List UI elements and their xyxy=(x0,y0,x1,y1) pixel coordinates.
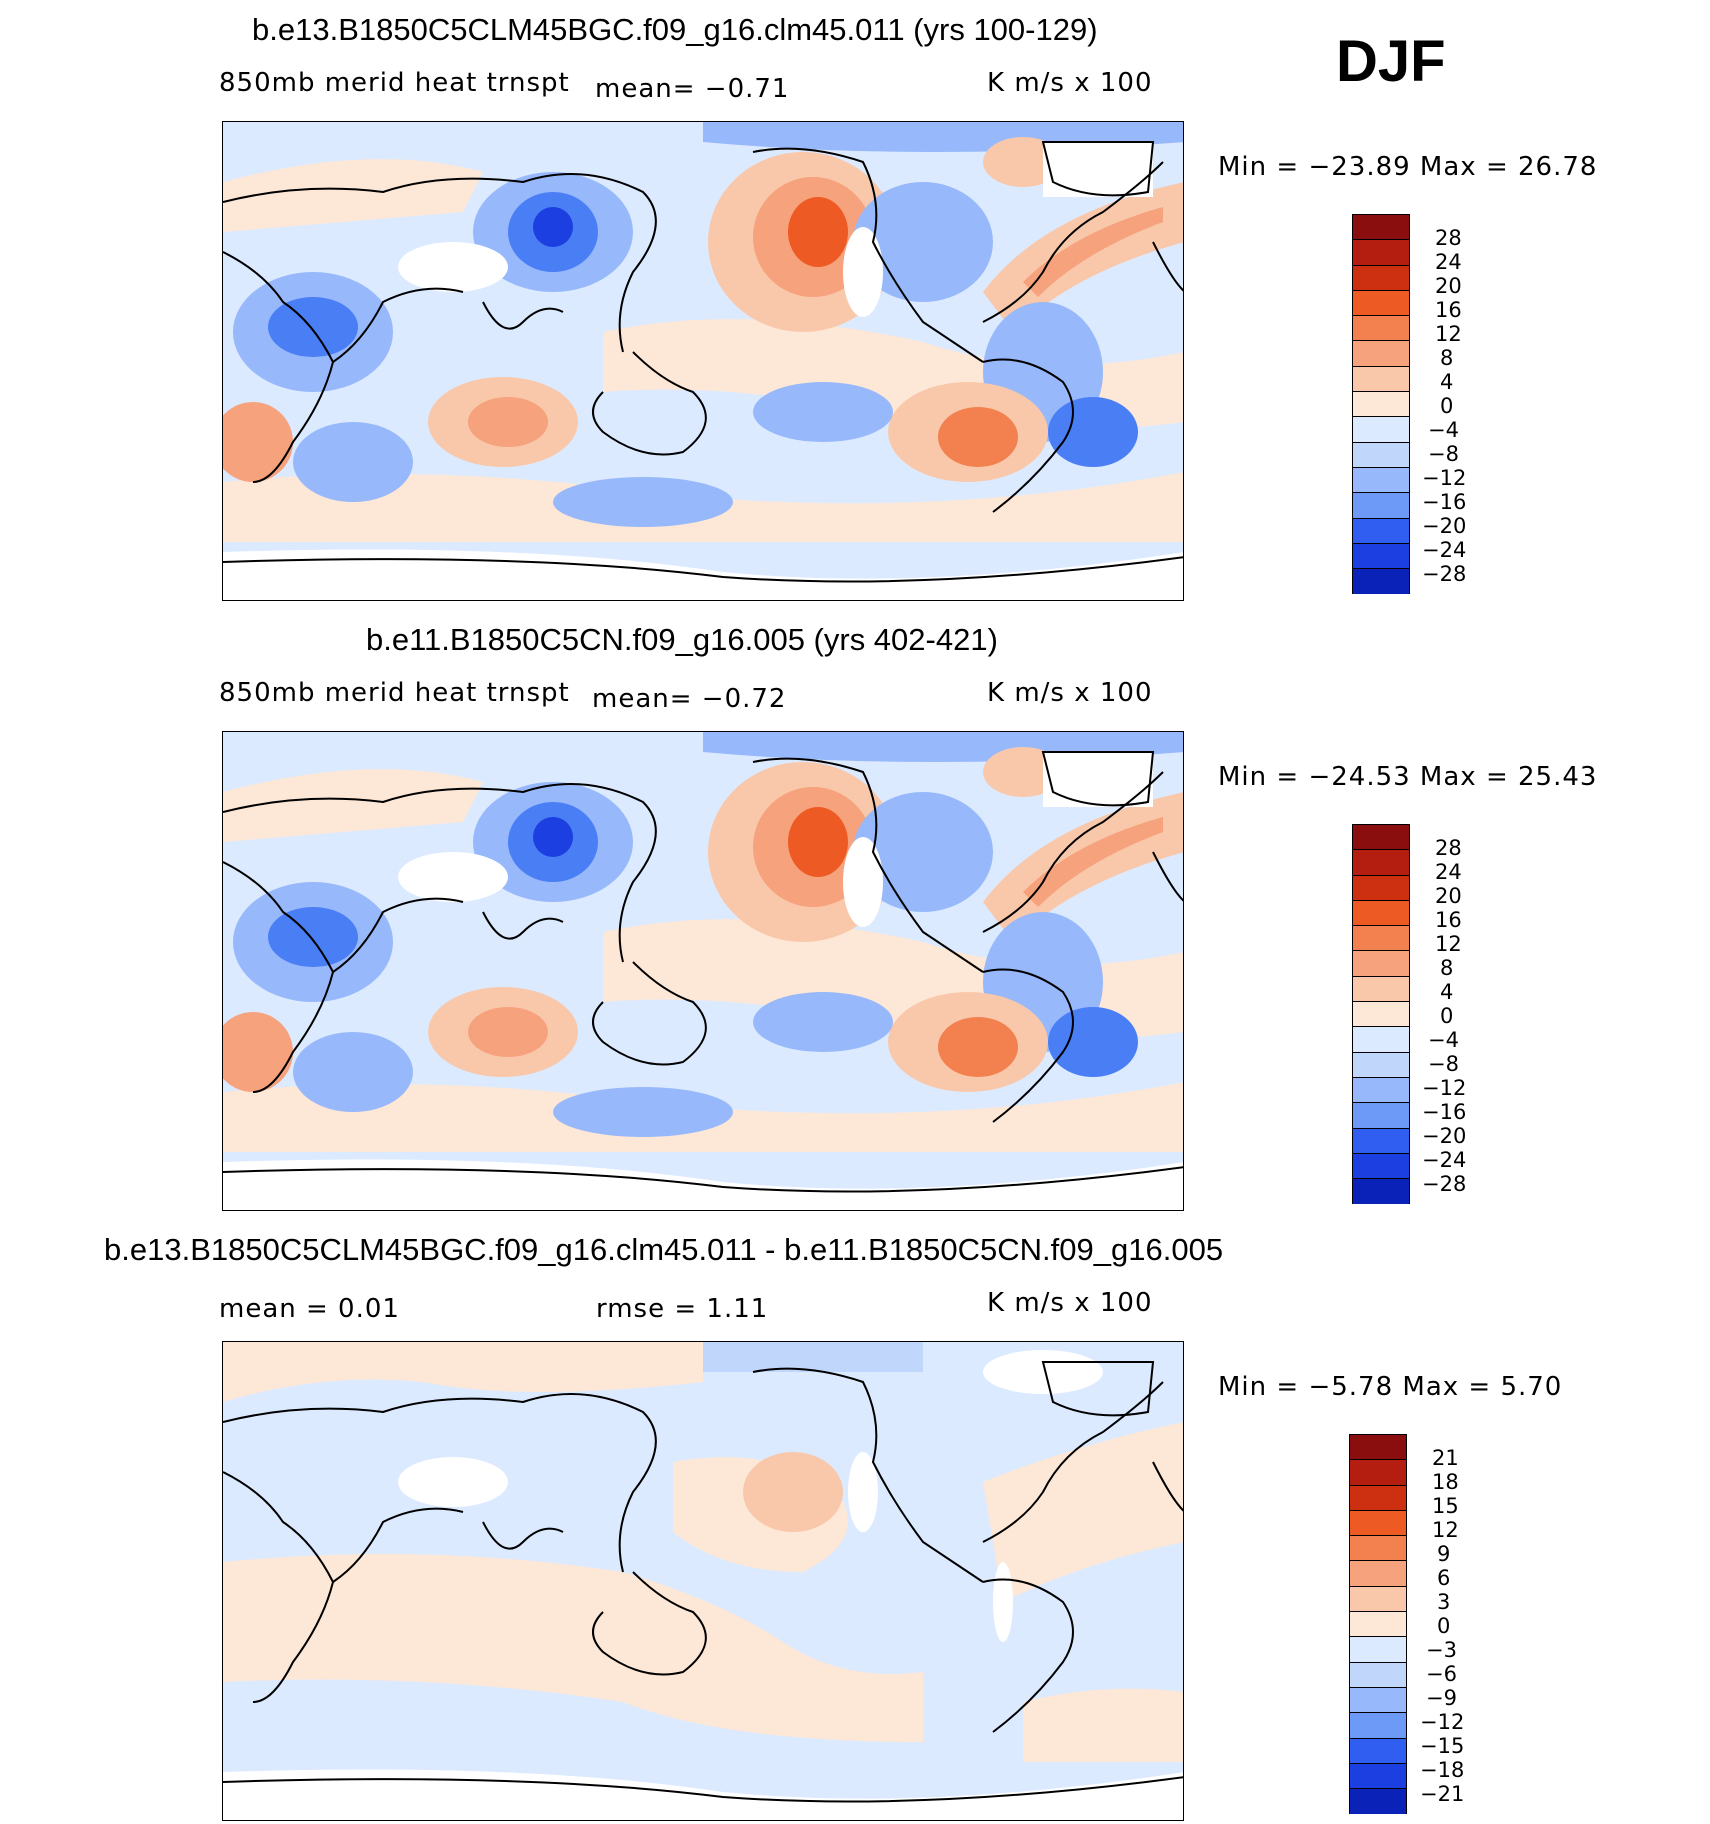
panel-2-level: 24 xyxy=(1435,860,1462,884)
panel-2-level: −20 xyxy=(1422,1124,1467,1148)
panel-2-level: −16 xyxy=(1422,1100,1467,1124)
panel-3-level: −3 xyxy=(1426,1638,1457,1662)
panel-1-title: b.e13.B1850C5CLM45BGC.f09_g16.clm45.011 … xyxy=(252,12,1098,47)
panel-2-level: 20 xyxy=(1435,884,1462,908)
panel-3-level: −9 xyxy=(1426,1686,1457,1710)
panel-2-level: −24 xyxy=(1422,1148,1467,1172)
panel-1-level: −16 xyxy=(1422,490,1467,514)
panel-1-level: 24 xyxy=(1435,250,1462,274)
panel-2-title: b.e11.B1850C5CN.f09_g16.005 (yrs 402-421… xyxy=(366,622,998,657)
panel-3-minmax: Min = −5.78 Max = 5.70 xyxy=(1218,1372,1563,1402)
panel-1-level: 16 xyxy=(1435,298,1462,322)
panel-3-level: −18 xyxy=(1420,1758,1465,1782)
panel-1-level: −8 xyxy=(1428,442,1459,466)
panel-3-title: b.e13.B1850C5CLM45BGC.f09_g16.clm45.011 … xyxy=(104,1232,1224,1267)
panel-3-level: −15 xyxy=(1420,1734,1465,1758)
panel-2-level: 16 xyxy=(1435,908,1462,932)
panel-2-level: 4 xyxy=(1440,980,1454,1004)
season-label: DJF xyxy=(1336,29,1446,94)
panel-3-rmse: rmse = 1.11 xyxy=(596,1294,769,1324)
panel-3-level: 12 xyxy=(1432,1518,1459,1542)
panel-2-colorbar xyxy=(1352,824,1410,1205)
panel-3-units: K m/s x 100 xyxy=(987,1288,1153,1318)
panel-3-level: −6 xyxy=(1426,1662,1457,1686)
panel-3-level: 9 xyxy=(1437,1542,1451,1566)
panel-2-level: 8 xyxy=(1440,956,1454,980)
panel-1-level: 20 xyxy=(1435,274,1462,298)
panel-3-map xyxy=(222,1341,1184,1821)
panel-1-level: 4 xyxy=(1440,370,1454,394)
panel-1-colorbar xyxy=(1352,214,1410,595)
panel-1-units: K m/s x 100 xyxy=(987,68,1153,98)
panel-2-map xyxy=(222,731,1184,1211)
panel-1-level: 8 xyxy=(1440,346,1454,370)
panel-2-variable-label: 850mb merid heat trnspt xyxy=(219,678,570,708)
panel-3-field xyxy=(223,1342,1183,1820)
panel-3-level: −12 xyxy=(1420,1710,1465,1734)
panel-1-level: 0 xyxy=(1440,394,1454,418)
panel-2-level: −28 xyxy=(1422,1172,1467,1196)
panel-3-colorbar xyxy=(1349,1434,1407,1815)
panel-3-level: 6 xyxy=(1437,1566,1451,1590)
panel-2-level: −8 xyxy=(1428,1052,1459,1076)
panel-3-level: 18 xyxy=(1432,1470,1459,1494)
panel-2-level: −4 xyxy=(1428,1028,1459,1052)
panel-2-mean: mean= −0.72 xyxy=(592,684,787,714)
panel-1-level: −20 xyxy=(1422,514,1467,538)
panel-3-level: −21 xyxy=(1420,1782,1465,1806)
panel-1-minmax: Min = −23.89 Max = 26.78 xyxy=(1218,152,1598,182)
panel-1-level: −12 xyxy=(1422,466,1467,490)
panel-3-mean: mean = 0.01 xyxy=(219,1294,400,1324)
panel-1-level: −4 xyxy=(1428,418,1459,442)
panel-1-level: 28 xyxy=(1435,226,1462,250)
panel-2-units: K m/s x 100 xyxy=(987,678,1153,708)
panel-1-level: −28 xyxy=(1422,562,1467,586)
panel-2-field xyxy=(223,732,1183,1210)
panel-3-level: 0 xyxy=(1437,1614,1451,1638)
panel-1-mean: mean= −0.71 xyxy=(595,74,790,104)
panel-2-level: −12 xyxy=(1422,1076,1467,1100)
panel-1-field xyxy=(223,122,1183,600)
panel-2-level: 12 xyxy=(1435,932,1462,956)
panel-2-minmax: Min = −24.53 Max = 25.43 xyxy=(1218,762,1598,792)
panel-2-level: 0 xyxy=(1440,1004,1454,1028)
panel-3-level: 15 xyxy=(1432,1494,1459,1518)
panel-3-level: 21 xyxy=(1432,1446,1459,1470)
panel-2-level: 28 xyxy=(1435,836,1462,860)
panel-1-variable-label: 850mb merid heat trnspt xyxy=(219,68,570,98)
panel-1-level: 12 xyxy=(1435,322,1462,346)
panel-1-level: −24 xyxy=(1422,538,1467,562)
panel-3-level: 3 xyxy=(1437,1590,1451,1614)
panel-1-map xyxy=(222,121,1184,601)
